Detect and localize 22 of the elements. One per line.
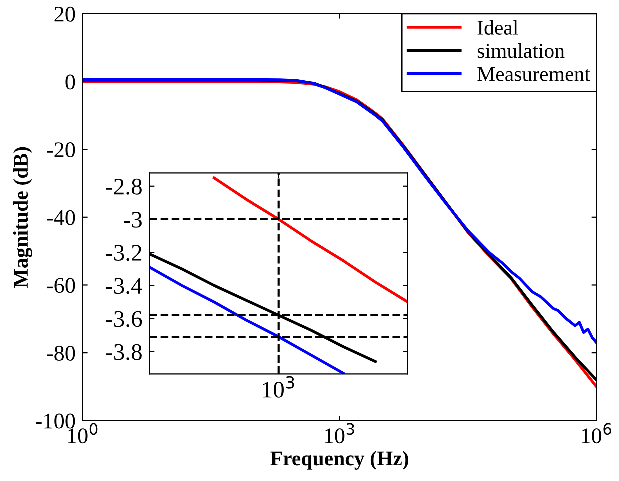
legend-label: Measurement xyxy=(478,68,590,82)
y-axis-title: Magnitude (dB) xyxy=(13,147,32,288)
x-tick-label: 10$^{6}$ xyxy=(582,423,612,444)
y-tick-label: -3.4 xyxy=(106,278,142,294)
y-tick-label: -3.6 xyxy=(106,311,142,328)
y-tick-label: -20 xyxy=(47,142,76,158)
legend-label: Ideal xyxy=(478,20,518,35)
y-tick-label: -40 xyxy=(47,210,76,226)
y-tick-label: 0 xyxy=(66,74,76,90)
y-tick-label: -60 xyxy=(47,278,76,294)
line-series xyxy=(212,176,408,304)
y-tick-label: -3 xyxy=(124,212,142,228)
y-tick-label: -3.8 xyxy=(106,344,142,360)
y-tick-label: -3.2 xyxy=(106,245,142,262)
x-tick-label: 10$^{3}$ xyxy=(325,423,354,444)
line-series xyxy=(150,266,345,374)
y-tick-label: -2.8 xyxy=(106,178,142,195)
y-tick-label: -80 xyxy=(47,346,76,361)
y-tick-label: 20 xyxy=(54,6,76,22)
legend-label: simulation xyxy=(478,44,565,58)
x-tick-label: 10$^{3}$ xyxy=(263,376,294,398)
x-axis-title: Frequency (Hz) xyxy=(270,451,408,470)
